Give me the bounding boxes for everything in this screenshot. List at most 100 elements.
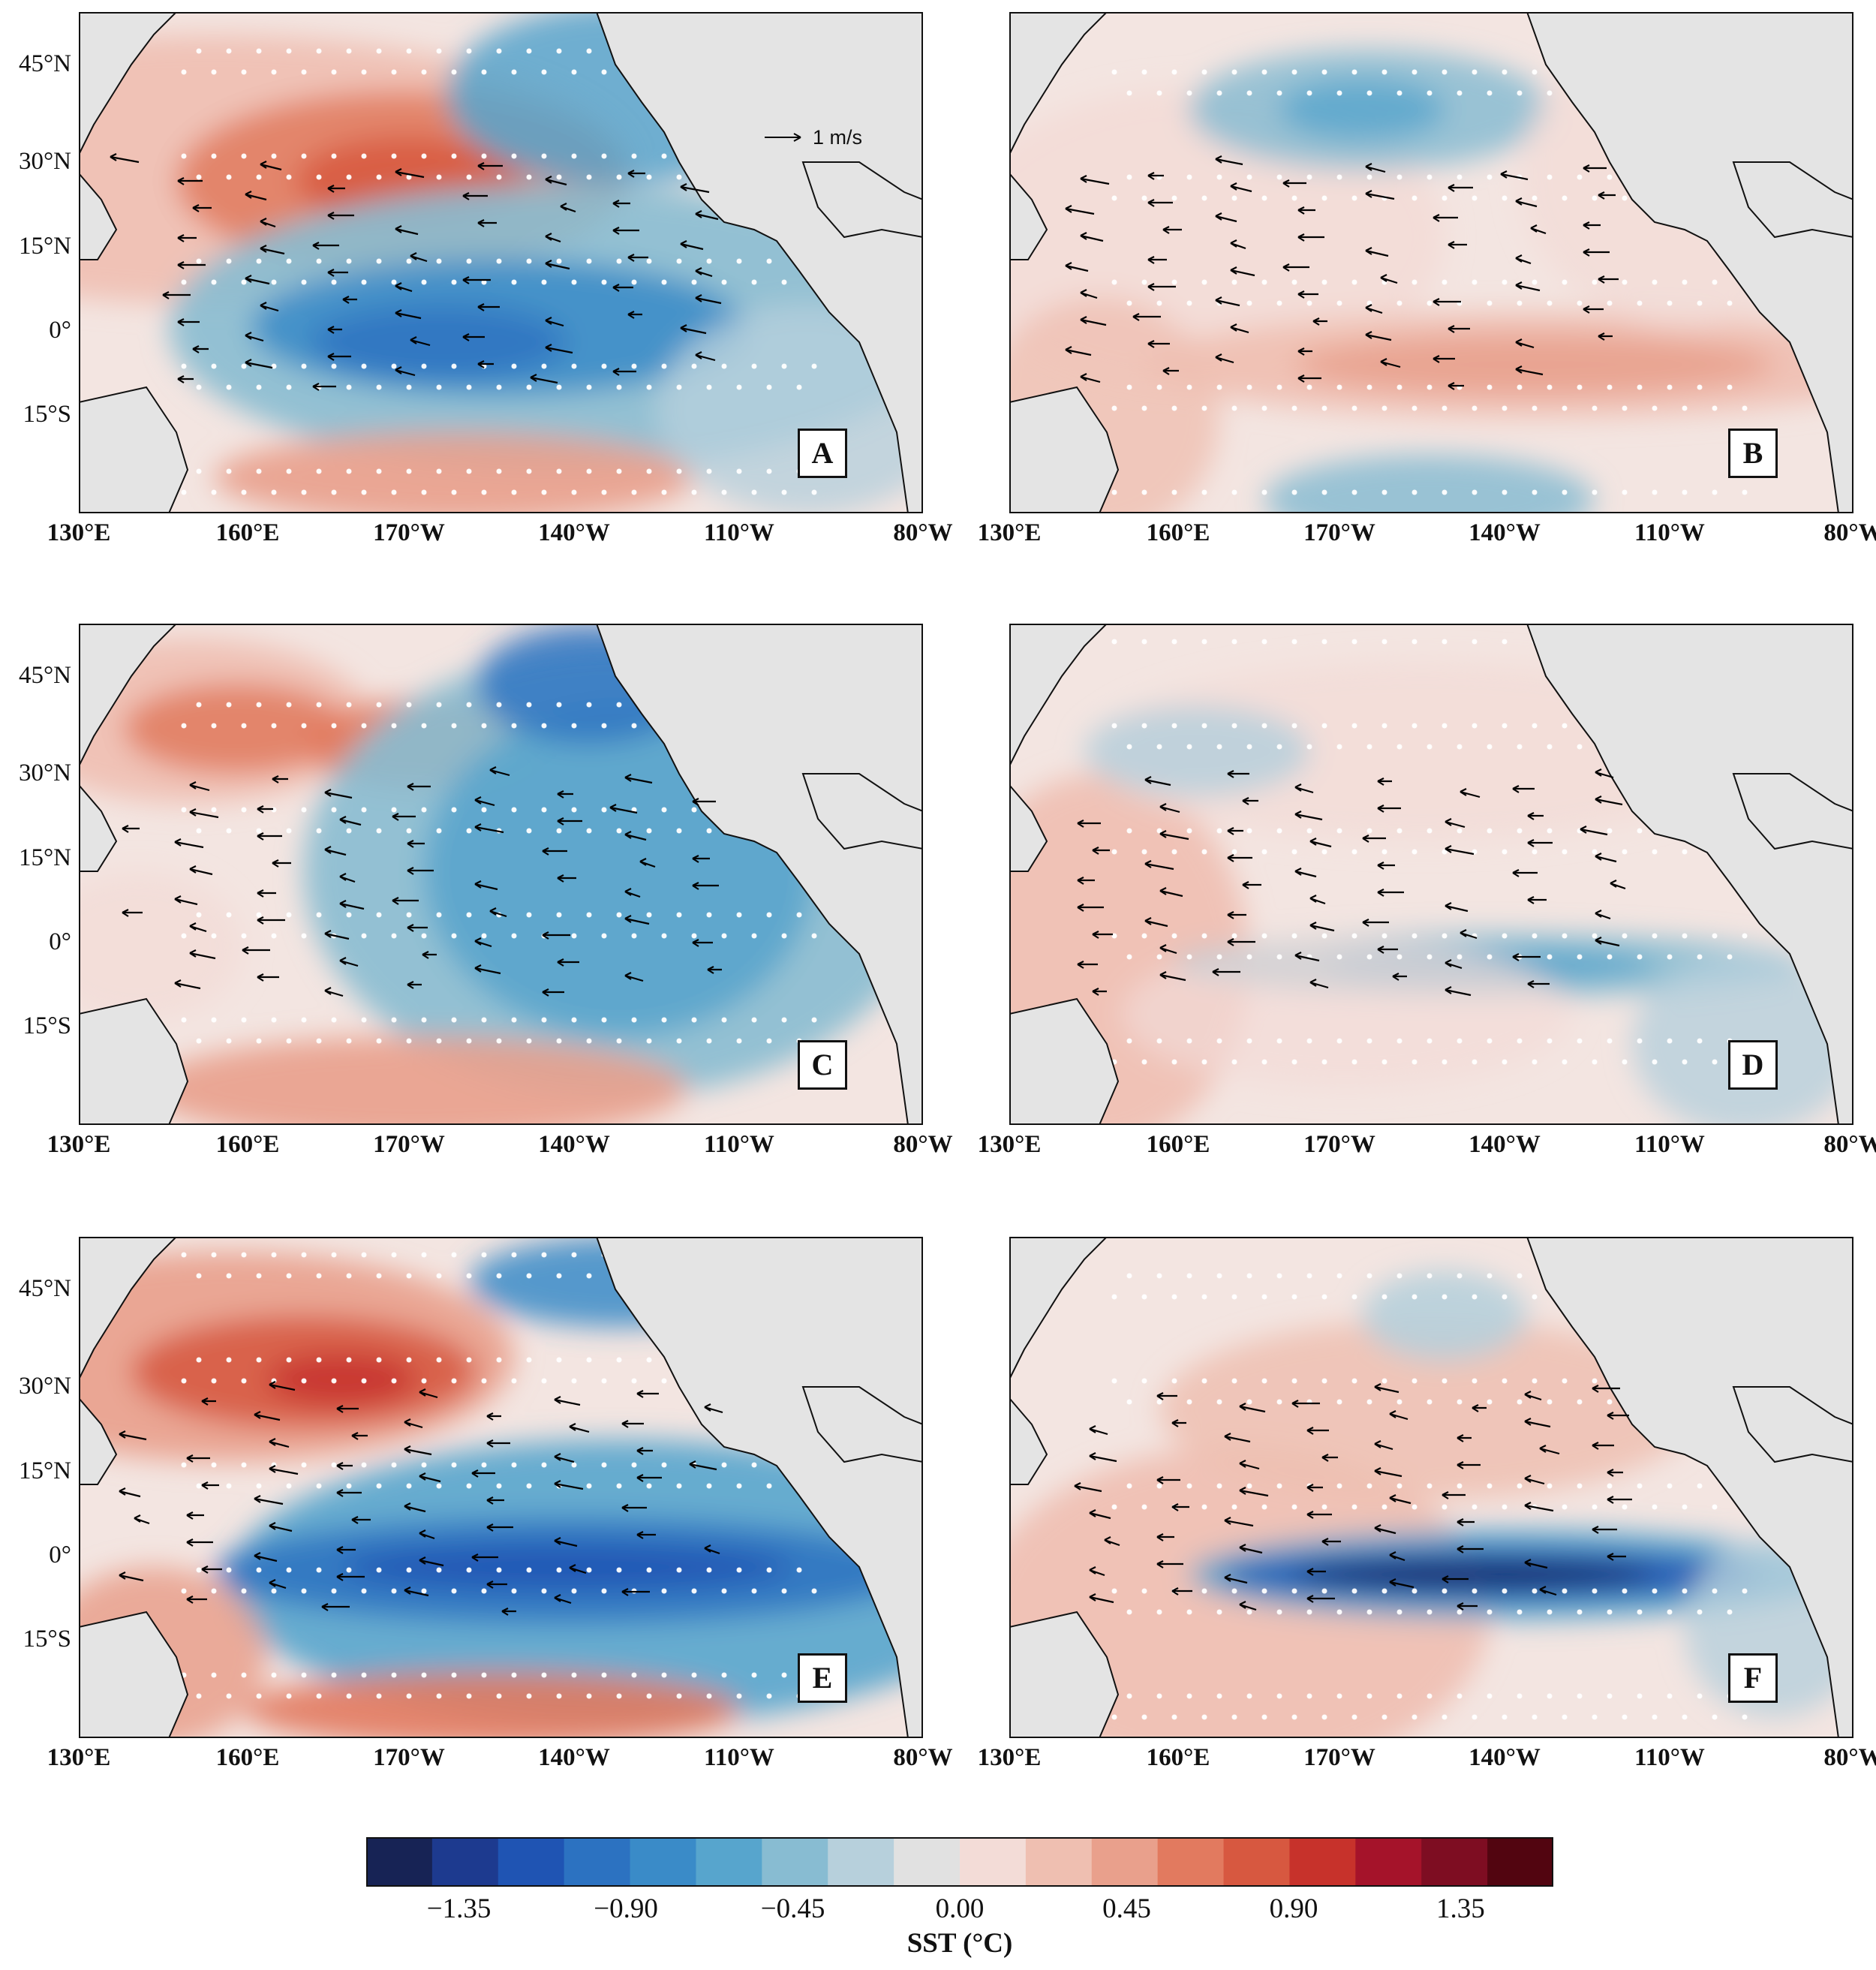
land-coastlines (79, 624, 923, 1125)
lat-tick-label: 45°N (18, 1275, 71, 1302)
colorbar-tick-label: −0.90 (594, 1893, 658, 1924)
colorbar-swatch (1289, 1837, 1356, 1887)
panel-label: E (798, 1653, 847, 1703)
land-coastlines (79, 1237, 923, 1738)
lat-tick-label: 0° (49, 1541, 71, 1568)
wind-vectors (110, 153, 722, 391)
colorbar-swatches (366, 1837, 1554, 1887)
significance-stippling (1111, 639, 1748, 1065)
lon-tick-label: 160°E (1146, 519, 1210, 546)
lon-tick-label: 170°W (1303, 1744, 1375, 1771)
wind-vectors (1065, 155, 1619, 390)
sst-map-c (79, 624, 923, 1125)
lon-tick-label: 160°E (215, 1744, 280, 1771)
colorbar-swatch (431, 1837, 499, 1887)
lat-tick-label: 45°N (18, 50, 71, 77)
colorbar-swatch (1355, 1837, 1422, 1887)
lat-tick-label: 30°N (18, 148, 71, 175)
map-frame (1009, 1237, 1853, 1738)
lon-tick-label: 130°E (47, 519, 111, 546)
lon-tick-label: 80°W (1823, 1131, 1876, 1158)
colorbar-tick-label: 0.00 (935, 1893, 985, 1924)
lon-tick-label: 140°W (1469, 1131, 1541, 1158)
wind-vectors (1077, 768, 1626, 997)
land-coastlines (1009, 1237, 1853, 1738)
colorbar-tick-label: 0.90 (1269, 1893, 1318, 1924)
sst-map-a (79, 12, 923, 513)
wind-vectors (119, 1381, 723, 1616)
sst-map-d (1009, 624, 1853, 1125)
lon-tick-label: 110°W (704, 519, 774, 546)
lon-tick-label: 160°E (215, 519, 280, 546)
colorbar-swatch (696, 1837, 762, 1887)
lon-tick-label: 160°E (1146, 1744, 1210, 1771)
lat-tick-label: 15°S (23, 401, 71, 428)
lon-tick-label: 80°W (1823, 1744, 1876, 1771)
significance-stippling (181, 1252, 817, 1699)
lon-tick-label: 110°W (704, 1744, 774, 1771)
colorbar-swatch (1421, 1837, 1488, 1887)
lon-tick-label: 160°E (215, 1131, 280, 1158)
figure-panels: 45°N 30°N 15°N 0° 15°S 130°E 160°E 170°W 140°W 11… (0, 0, 1876, 1771)
map-frame (79, 624, 923, 1125)
sst-map-b (1009, 12, 1853, 513)
colorbar-tick-label: −1.35 (426, 1893, 492, 1924)
lon-tick-label: 140°W (1469, 1744, 1541, 1771)
lon-tick-label: 80°W (1823, 519, 1876, 546)
wind-vectors (1074, 1383, 1632, 1611)
colorbar-swatch (828, 1837, 894, 1887)
lon-tick-label: 140°W (538, 1131, 610, 1158)
lat-tick-label: 0° (49, 317, 71, 344)
lon-tick-label: 130°E (47, 1744, 111, 1771)
wind-vectors (122, 766, 722, 997)
lon-tick-label: 140°W (1469, 519, 1541, 546)
map-frame (1009, 12, 1853, 513)
colorbar-swatch (960, 1837, 1027, 1887)
lon-tick-label: 130°E (977, 1131, 1042, 1158)
lon-tick-label: 110°W (1634, 1744, 1705, 1771)
lon-tick-label: 170°W (373, 519, 445, 546)
lon-tick-label: 170°W (373, 1131, 445, 1158)
lon-tick-label: 130°E (47, 1131, 111, 1158)
sst-map-f (1009, 1237, 1853, 1738)
land-coastlines (1009, 624, 1853, 1125)
colorbar-swatch (630, 1837, 696, 1887)
map-frame (79, 1237, 923, 1738)
colorbar-swatch (1487, 1837, 1554, 1887)
sst-anomaly-field (79, 1237, 923, 1738)
lon-tick-label: 80°W (893, 1131, 953, 1158)
map-panel-e: 45°N 30°N 15°N 0° 15°S 130°E 160°E 170°W 140°W 11… (0, 1225, 953, 1810)
lon-tick-label: 80°W (893, 1744, 953, 1771)
panel-label: B (1728, 429, 1778, 478)
lat-tick-label: 15°S (23, 1626, 71, 1653)
sst-anomaly-field (1009, 661, 1853, 1125)
colorbar-tick-label: 0.45 (1102, 1893, 1151, 1924)
map-panel-a: 45°N 30°N 15°N 0° 15°S 130°E 160°E 170°W 140°W 11… (0, 0, 953, 585)
colorbar-swatch (1157, 1837, 1225, 1887)
lon-tick-label: 110°W (704, 1131, 774, 1158)
panel-label: D (1728, 1040, 1778, 1090)
lat-tick-label: 0° (49, 928, 71, 955)
lon-tick-label: 130°E (977, 519, 1042, 546)
colorbar-title: SST (°C) (906, 1928, 1013, 1959)
lon-tick-label: 110°W (1634, 1131, 1705, 1158)
colorbar-swatch (1223, 1837, 1290, 1887)
map-frame (79, 12, 923, 513)
sst-colorbar (366, 1837, 1554, 1887)
sst-map-e (79, 1237, 923, 1738)
colorbar-swatch (1091, 1837, 1159, 1887)
reference-vector-label: 1 m/s (813, 126, 863, 149)
lon-tick-label: 80°W (893, 519, 953, 546)
lon-tick-label: 170°W (1303, 519, 1375, 546)
colorbar-swatch (366, 1837, 433, 1887)
lon-tick-label: 170°W (373, 1744, 445, 1771)
panel-label: C (798, 1040, 847, 1090)
lon-tick-label: 140°W (538, 519, 610, 546)
colorbar-tick-label: 1.35 (1436, 1893, 1485, 1924)
map-frame (1009, 624, 1853, 1125)
lon-tick-label: 110°W (1634, 519, 1705, 546)
map-panel-d: 130°E 160°E 170°W 140°W 110°W 80°W D (930, 612, 1876, 1197)
lon-tick-label: 170°W (1303, 1131, 1375, 1158)
lat-tick-label: 15°S (23, 1012, 71, 1039)
lat-tick-label: 45°N (18, 662, 71, 689)
